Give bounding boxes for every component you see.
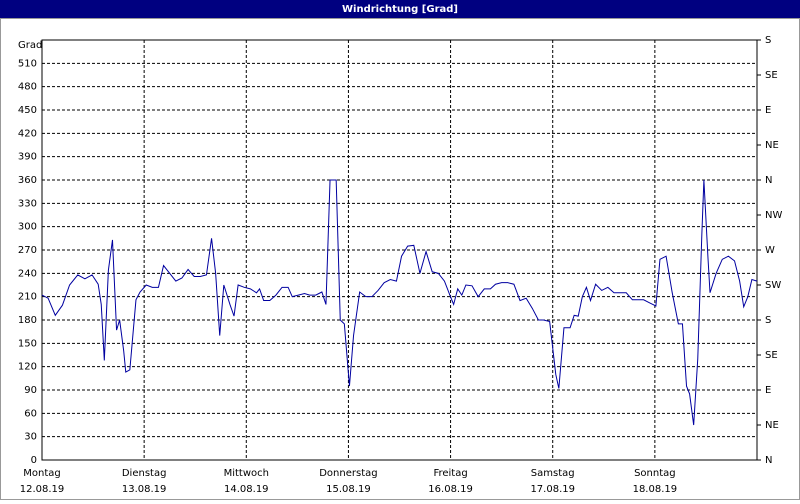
y-tick-label: 450 (18, 105, 37, 116)
y-tick-label: 0 (31, 455, 37, 466)
y2-tick-label: E (765, 385, 771, 396)
x-tick-label: Donnerstag (319, 468, 377, 479)
x-tick-date: 14.08.19 (224, 484, 269, 495)
x-tick-date: 17.08.19 (530, 484, 575, 495)
plot-frame (41, 39, 758, 461)
data-line (41, 179, 758, 426)
x-tick-date: 15.08.19 (326, 484, 371, 495)
y-tick-label: 210 (18, 292, 37, 303)
frame (0, 18, 800, 500)
y-tick-label: 510 (18, 58, 37, 69)
y2-tick-label: SW (765, 280, 781, 291)
y-tick-label: 120 (18, 362, 37, 373)
chart-title: Windrichtung [Grad] (342, 4, 458, 15)
y-tick-label: 300 (18, 222, 37, 233)
y-tick-label: 270 (18, 245, 37, 256)
y2-tick-label: N (765, 455, 772, 466)
y-axis-label: Grad (18, 40, 42, 51)
y2-tick-label: NW (765, 210, 782, 221)
y-tick-label: 240 (18, 268, 37, 279)
y2-tick-label: SE (765, 70, 778, 81)
x-tick-label: Sonntag (634, 468, 676, 479)
x-tick-date: 13.08.19 (122, 484, 167, 495)
y2-tick-label: N (765, 175, 772, 186)
y2-tick-label: NE (765, 420, 779, 431)
y-tick-label: 330 (18, 198, 37, 209)
y-tick-label: 150 (18, 338, 37, 349)
y2-tick-label: SE (765, 350, 778, 361)
x-tick-label: Montag (23, 468, 60, 479)
x-tick-label: Mittwoch (224, 468, 269, 479)
y-tick-label: 390 (18, 152, 37, 163)
y2-tick-label: W (765, 245, 775, 256)
title-bar (0, 0, 800, 18)
x-tick-date: 12.08.19 (20, 484, 65, 495)
y2-tick-label: NE (765, 140, 779, 151)
y2-tick-label: S (765, 35, 771, 46)
y-tick-label: 90 (24, 385, 37, 396)
x-tick-label: Freitag (433, 468, 467, 479)
y-tick-label: 30 (24, 432, 37, 443)
x-tick-label: Dienstag (122, 468, 167, 479)
y-tick-label: 360 (18, 175, 37, 186)
y2-tick-label: E (765, 105, 771, 116)
x-tick-label: Samstag (531, 468, 575, 479)
y-tick-label: 180 (18, 315, 37, 326)
x-tick-date: 16.08.19 (428, 484, 473, 495)
y-tick-label: 60 (24, 408, 37, 419)
y-tick-label: 420 (18, 128, 37, 139)
y-tick-label: 480 (18, 82, 37, 93)
x-tick-date: 18.08.19 (633, 484, 678, 495)
y2-tick-label: S (765, 315, 771, 326)
